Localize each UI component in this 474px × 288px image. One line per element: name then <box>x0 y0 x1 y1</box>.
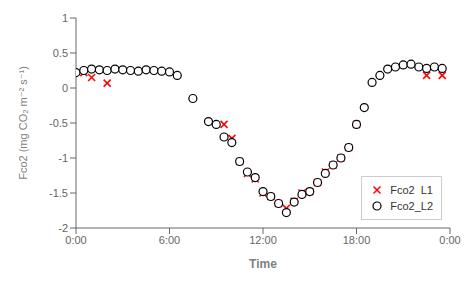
html-text:Fco2_L2: Fco2_L2 <box>390 200 433 212</box>
svg-text:12:00: 12:00 <box>249 234 277 246</box>
svg-text:-0.5: -0.5 <box>49 117 68 129</box>
svg-text:-1: -1 <box>58 152 68 164</box>
html-text:Fco2 L1: Fco2 L1 <box>390 184 433 196</box>
svg-text:Fco2 (mg CO₂ m⁻² s⁻¹): Fco2 (mg CO₂ m⁻² s⁻¹) <box>17 66 29 180</box>
svg-text:0:00: 0:00 <box>65 234 86 246</box>
svg-text:6:00: 6:00 <box>159 234 180 246</box>
svg-text:18:00: 18:00 <box>343 234 371 246</box>
svg-text:Time: Time <box>249 257 277 271</box>
svg-text:0: 0 <box>62 82 68 94</box>
svg-text:0:00: 0:00 <box>439 234 460 246</box>
svg-text:-1.5: -1.5 <box>49 187 68 199</box>
svg-text:-2: -2 <box>58 222 68 234</box>
svg-text:1: 1 <box>62 12 68 24</box>
svg-text:0.5: 0.5 <box>53 47 68 59</box>
